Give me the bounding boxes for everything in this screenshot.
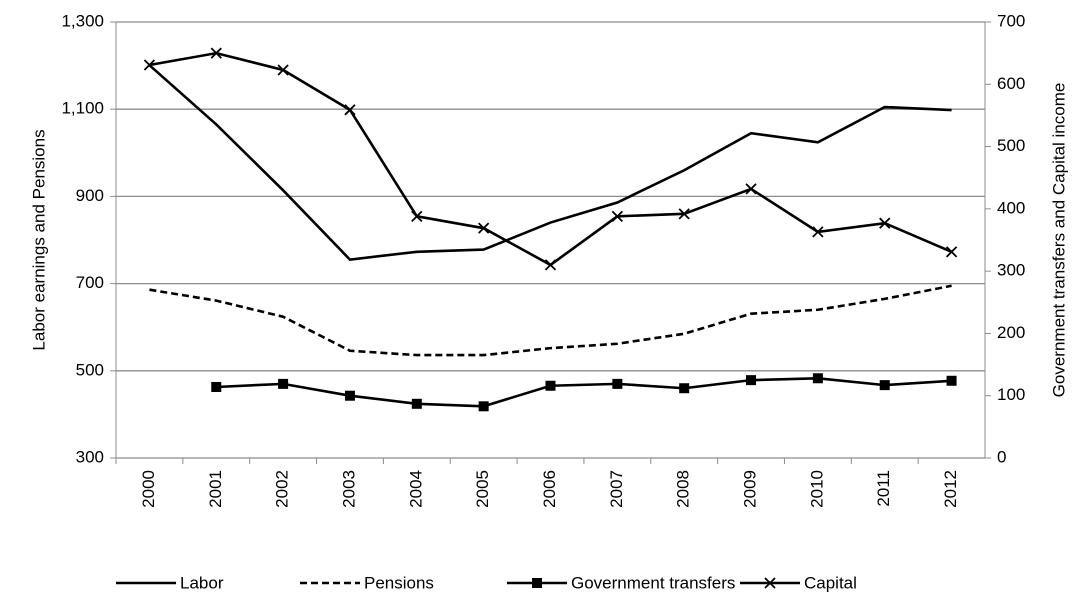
- y2-tick-label: 400: [997, 198, 1025, 217]
- y2-tick-label: 0: [997, 447, 1006, 466]
- marker: [411, 210, 423, 222]
- y2-axis-title: Government transfers and Capital income: [1049, 83, 1068, 398]
- x-tick-label: 2007: [607, 470, 626, 508]
- x-tick-label: 2008: [674, 470, 693, 508]
- y2-tick-label: 500: [997, 136, 1025, 155]
- marker: [411, 398, 422, 409]
- marker: [478, 222, 490, 234]
- marker: [945, 246, 958, 258]
- marker: [277, 64, 289, 76]
- y2-tick-label: 100: [997, 385, 1025, 404]
- series-line: [149, 51, 953, 267]
- x-tick-label: 2000: [139, 470, 158, 508]
- marker: [211, 381, 222, 392]
- series-line: [149, 284, 952, 357]
- x-tick-label: 2001: [206, 470, 225, 508]
- legend-label: Labor: [180, 573, 224, 592]
- marker: [812, 226, 824, 238]
- series-line: [148, 64, 952, 261]
- series-line: [216, 376, 952, 408]
- marker: [745, 183, 757, 195]
- x-tick-label: 2009: [741, 470, 760, 508]
- x-tick-label: 2010: [807, 470, 826, 508]
- y-tick-label: 300: [76, 447, 104, 466]
- legend-label: Pensions: [364, 573, 434, 592]
- legend-label: Government transfers: [571, 573, 735, 592]
- y-tick-label: 1,100: [61, 99, 104, 118]
- y2-tick-label: 300: [997, 261, 1025, 280]
- marker: [746, 375, 757, 386]
- marker: [611, 210, 623, 222]
- marker: [678, 208, 690, 220]
- y-tick-label: 700: [76, 273, 104, 292]
- y2-tick-label: 600: [997, 74, 1025, 93]
- legend-label: Capital: [804, 573, 857, 592]
- y-axis-title: Labor earnings and Pensions: [29, 129, 48, 350]
- marker: [946, 375, 957, 386]
- x-tick-label: 2004: [406, 470, 425, 508]
- y2-tick-label: 700: [997, 11, 1025, 30]
- marker: [210, 47, 222, 59]
- y-tick-label: 500: [76, 360, 104, 379]
- marker: [879, 380, 890, 391]
- marker: [278, 378, 289, 389]
- marker: [143, 59, 156, 71]
- marker: [764, 577, 776, 589]
- marker: [679, 383, 690, 394]
- marker: [812, 373, 823, 384]
- marker: [344, 390, 355, 401]
- x-tick-label: 2003: [339, 470, 358, 508]
- marker: [612, 378, 623, 389]
- marker: [478, 401, 489, 412]
- x-tick-label: 2006: [540, 470, 559, 508]
- x-tick-label: 2012: [941, 470, 960, 508]
- y-tick-label: 900: [76, 186, 104, 205]
- marker: [545, 380, 556, 391]
- y2-tick-label: 200: [997, 323, 1025, 342]
- x-tick-label: 2005: [473, 470, 492, 508]
- marker: [544, 259, 557, 271]
- marker: [879, 217, 891, 229]
- marker: [344, 104, 356, 116]
- x-tick-label: 2002: [273, 470, 292, 508]
- x-tick-label: 2011: [874, 470, 893, 507]
- y-tick-label: 1,300: [61, 11, 104, 30]
- marker: [532, 578, 542, 588]
